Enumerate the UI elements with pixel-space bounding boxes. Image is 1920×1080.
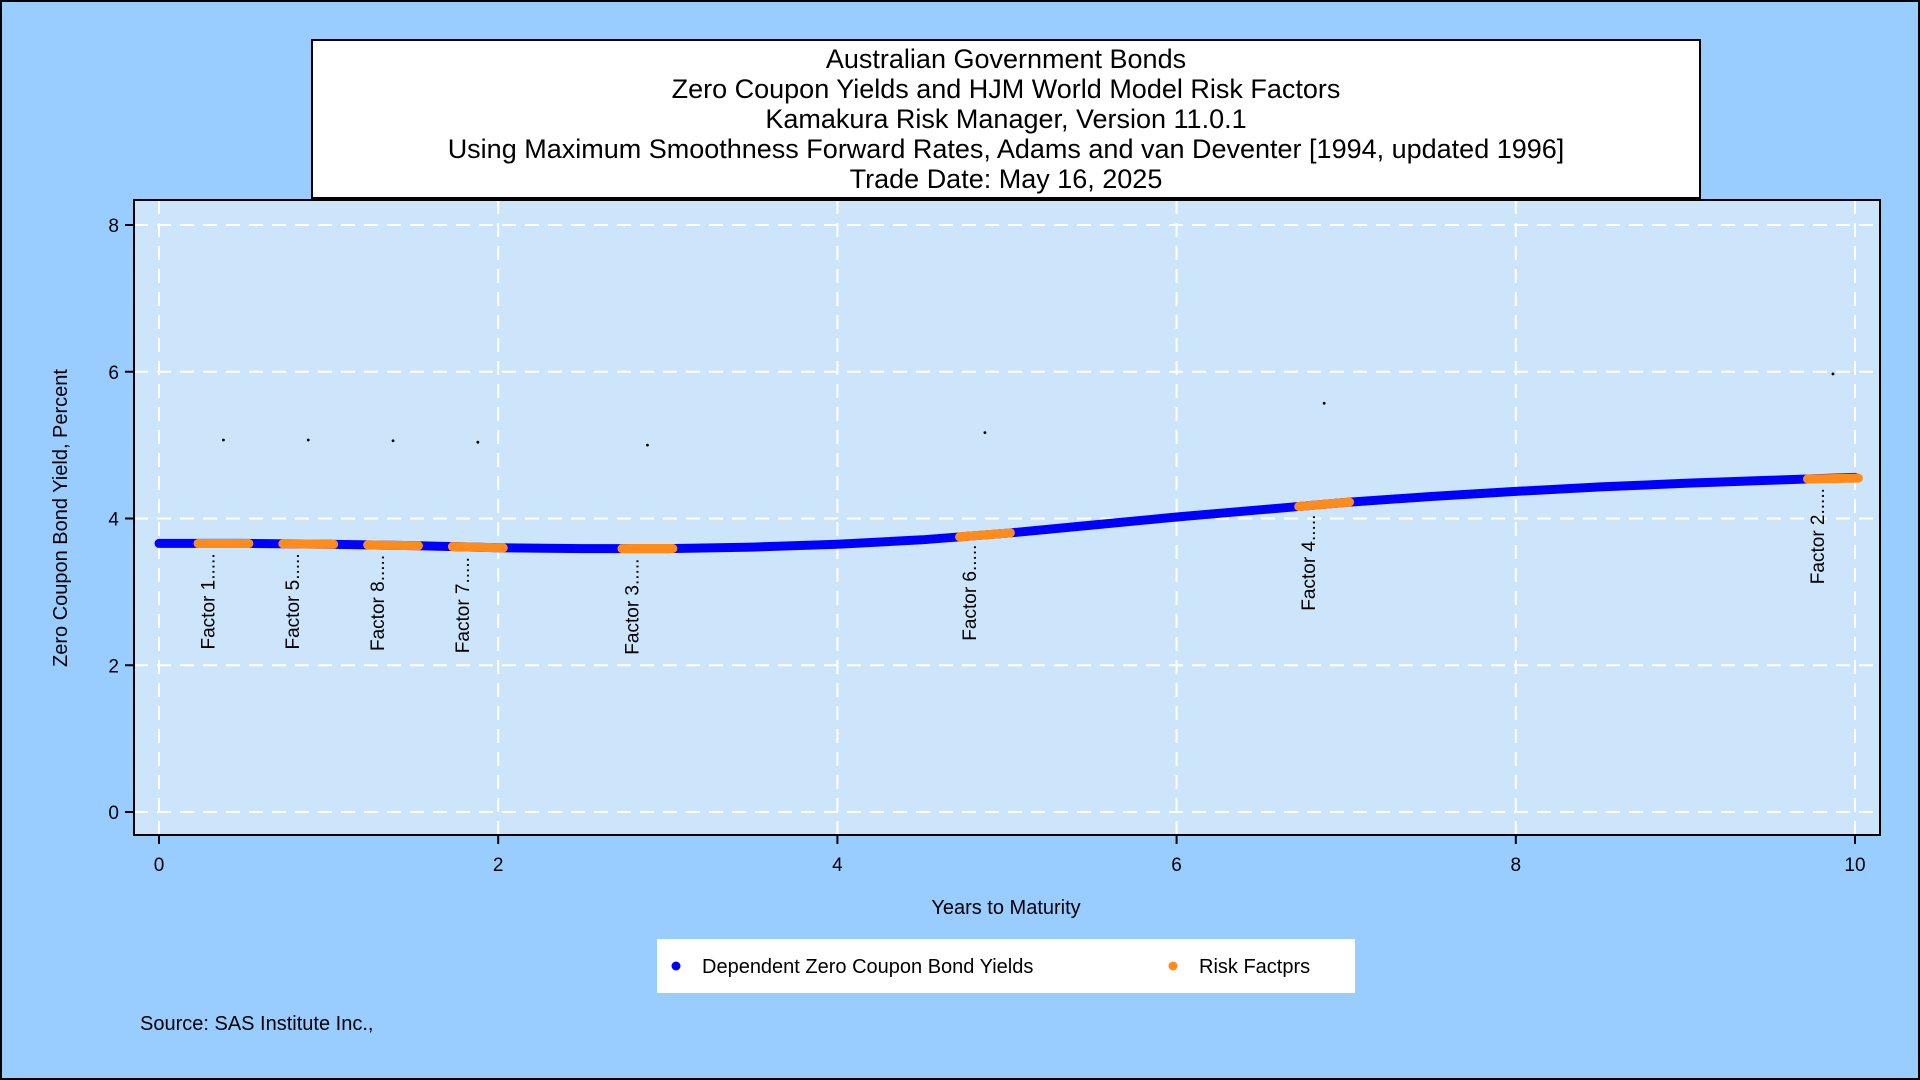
x-tick-label: 6 <box>1171 855 1182 876</box>
legend-label-yields: Dependent Zero Coupon Bond Yields <box>702 956 1033 978</box>
risk-factor-label: Factor 5..... <box>283 553 304 649</box>
risk-factor-segment <box>363 540 423 551</box>
legend-label-factors: Risk Factprs <box>1199 956 1310 978</box>
risk-factor-label: Factor 3..... <box>622 559 643 655</box>
x-axis-title: Years to Maturity <box>931 897 1080 919</box>
y-tick-label: 6 <box>108 363 119 384</box>
title-line-5: Trade Date: May 16, 2025 <box>850 164 1163 194</box>
grid-lines <box>134 200 1880 835</box>
legend-marker-factors <box>1168 961 1178 971</box>
x-tick-label: 10 <box>1844 855 1865 876</box>
title-line-3: Kamakura Risk Manager, Version 11.0.1 <box>765 104 1246 134</box>
risk-factor-label: Factor 7..... <box>453 557 474 653</box>
risk-factor-label: Factor 6..... <box>960 545 981 641</box>
risk-factor-dot <box>391 439 395 443</box>
risk-factor-label: Factor 4..... <box>1299 515 1320 611</box>
source-note: Source: SAS Institute Inc., <box>140 1013 373 1035</box>
risk-factor-segment <box>447 542 508 553</box>
risk-factor-dot <box>222 438 225 442</box>
y-tick-label: 4 <box>108 510 119 531</box>
x-tick-label: 0 <box>154 855 165 876</box>
x-tick-label: 8 <box>1511 855 1522 876</box>
risk-factor-label: Factor 1..... <box>198 553 219 649</box>
risk-factor-dot <box>1322 401 1326 405</box>
risk-factor-dot <box>983 431 987 435</box>
risk-factor-segment <box>1803 473 1863 484</box>
title-line-2: Zero Coupon Yields and HJM World Model R… <box>672 74 1341 104</box>
risk-factor-dot <box>476 440 480 444</box>
x-tick-label: 2 <box>493 855 504 876</box>
title-box <box>311 39 1701 199</box>
risk-factor-segment <box>955 528 1015 542</box>
axis-ticks: 0 2 4 6 8 10 0 2 4 6 8 <box>108 216 1865 876</box>
title-line-1: Australian Government Bonds <box>826 44 1186 74</box>
risk-factor-segment <box>1294 497 1355 511</box>
risk-factor-label: Factor 8..... <box>368 555 389 651</box>
y-tick-label: 0 <box>108 803 119 824</box>
y-tick-label: 8 <box>108 216 119 237</box>
x-tick-label: 4 <box>832 855 843 876</box>
y-tick-label: 2 <box>108 656 119 677</box>
risk-factor-dot <box>646 443 649 447</box>
legend-marker-yields <box>671 961 681 971</box>
risk-factor-dot <box>1831 372 1835 376</box>
legend-box <box>657 939 1355 993</box>
risk-factor-label: Factor 2..... <box>1808 488 1829 584</box>
y-axis-title: Zero Coupon Bond Yield, Percent <box>50 369 72 667</box>
risk-factor-dot <box>306 438 310 442</box>
data-layer: Factor 1..... Factor 5..... Factor 8..... F… <box>154 372 1863 655</box>
title-line-4: Using Maximum Smoothness Forward Rates, … <box>448 134 1565 164</box>
